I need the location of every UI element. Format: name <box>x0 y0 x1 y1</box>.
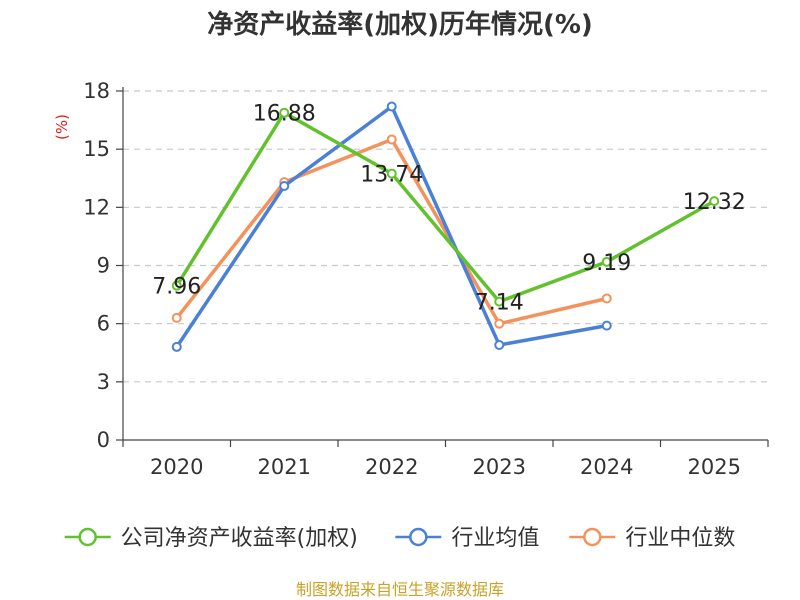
legend-label-1: 行业均值 <box>451 526 539 551</box>
data-point-2-3 <box>494 318 505 329</box>
x-tick-label-2023: 2023 <box>473 455 526 479</box>
y-tick-label: 9 <box>97 254 110 278</box>
y-tick-label: 0 <box>97 428 110 452</box>
legend: 公司净资产收益率(加权) 行业均值 行业中位数 <box>64 526 735 551</box>
y-tick-label: 18 <box>83 79 110 103</box>
source-note: 制图数据来自恒生聚源数据库 <box>296 580 504 599</box>
x-tick-label-2020: 2020 <box>150 455 203 479</box>
legend-marker-1 <box>409 527 428 547</box>
grid-lines <box>123 90 768 383</box>
legend-label-0: 公司净资产收益率(加权) <box>121 526 358 551</box>
data-point-0-2 <box>386 168 397 179</box>
x-tick-label-2024: 2024 <box>580 455 633 479</box>
data-point-2-0 <box>171 312 182 323</box>
data-point-0-0 <box>171 280 182 291</box>
data-point-1-0 <box>171 341 182 352</box>
y-tick-label: 12 <box>83 195 110 219</box>
x-tick-label-2021: 2021 <box>258 455 311 479</box>
y-tick-label: 15 <box>83 137 110 161</box>
data-label-5: 12.32 <box>683 190 746 215</box>
data-point-1-3 <box>494 339 505 350</box>
data-point-0-1 <box>279 107 290 118</box>
data-labels: 7.96 16.88 13.74 7.14 9.19 12.32 <box>152 102 745 316</box>
data-point-0-3 <box>494 296 505 307</box>
data-point-0-4 <box>601 256 612 267</box>
y-tick-label: 6 <box>97 312 110 336</box>
x-tick-label-2022: 2022 <box>365 455 418 479</box>
series-line-0 <box>175 110 717 304</box>
legend-marker-2 <box>583 527 602 547</box>
data-label-1: 16.88 <box>253 102 316 127</box>
data-point-1-2 <box>386 101 397 112</box>
legend-marker-0 <box>78 527 97 547</box>
series-lines <box>171 101 720 352</box>
data-point-2-2 <box>386 134 397 145</box>
data-label-2: 13.74 <box>360 163 423 188</box>
data-label-3: 7.14 <box>475 291 524 316</box>
data-label-4: 9.19 <box>582 251 631 276</box>
chart-title: 净资产收益率(加权)历年情况(%) <box>207 9 593 40</box>
data-point-0-5 <box>709 196 720 207</box>
y-tick-label: 3 <box>97 370 110 394</box>
data-point-1-4 <box>601 320 612 331</box>
axes: 0 3 6 9 12 15 18 2020 2021 2022 2023 2024 2025 <box>83 79 769 479</box>
y-axis-unit-label: (%) <box>53 114 71 140</box>
data-point-2-4 <box>601 293 612 304</box>
x-tick-label-2025: 2025 <box>688 455 741 479</box>
data-label-0: 7.96 <box>152 275 201 300</box>
legend-label-2: 行业中位数 <box>625 526 735 551</box>
data-point-1-1 <box>279 181 290 192</box>
